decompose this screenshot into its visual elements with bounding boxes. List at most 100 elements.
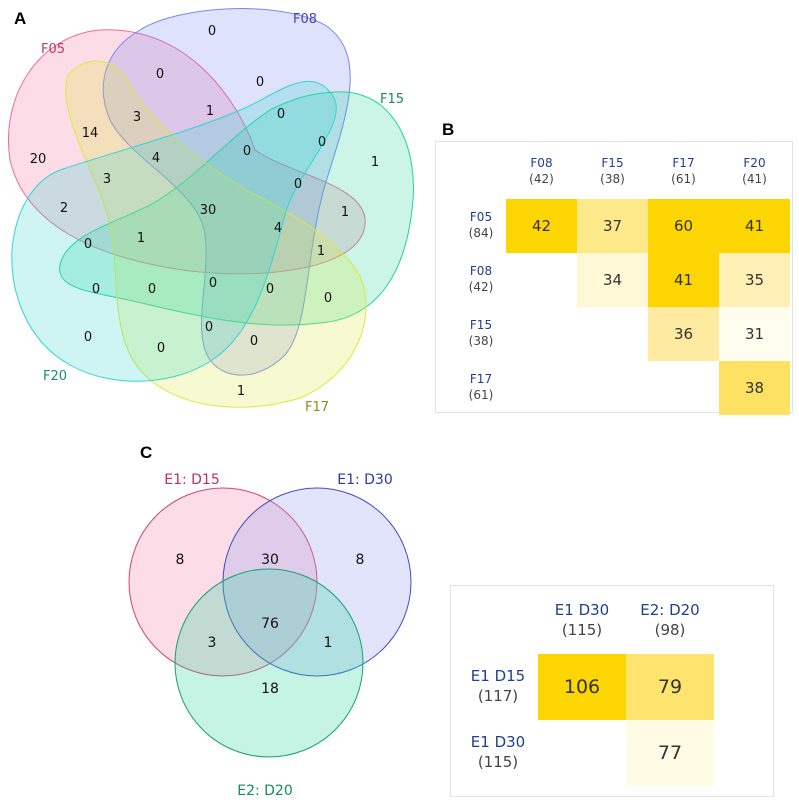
panel-label-c: C: [140, 443, 153, 462]
venn5-set-f17-shape: [65, 60, 367, 408]
venn3-region-bc: 1: [324, 635, 333, 651]
venn3-region-c-only: 18: [261, 681, 279, 697]
matrix-row-label: F05: [469, 210, 493, 224]
matrix-row-label: F15: [469, 318, 493, 332]
matrix-cell: 35: [719, 253, 790, 307]
matrix-row-header: F08 (42): [456, 263, 506, 295]
venn3-region-abc: 76: [261, 616, 279, 632]
venn5-set-f15-shape: [59, 91, 414, 326]
matrix-row-count: (38): [468, 334, 494, 348]
venn5-label-f15: F15: [380, 92, 404, 107]
venn5-set-f05-shape: [8, 29, 366, 275]
venn5-region-count: 0: [243, 144, 251, 159]
venn3-label-a: E1: D15: [164, 472, 220, 488]
matrix-cell: 42: [506, 199, 577, 253]
venn5-region-count: 0: [157, 341, 165, 356]
matrix-cell: 41: [648, 253, 719, 307]
venn3-region-ac: 3: [208, 635, 217, 651]
venn5-region-count: 20: [30, 152, 47, 167]
venn5-region-count: 0: [84, 330, 92, 345]
venn5-region-count: 0: [92, 282, 100, 297]
matrix-column-header: F15 (38): [577, 155, 648, 187]
matrix-column-label: F20: [743, 156, 766, 170]
venn5-region-count: 1: [371, 155, 379, 170]
venn5-region-count: 2: [60, 201, 68, 216]
venn5-region-count: 0: [318, 135, 326, 150]
venn5-region-count: 0: [266, 282, 274, 297]
venn5-region-count: 4: [152, 151, 160, 166]
matrix-row-label: E1 D15: [470, 667, 526, 685]
venn5-region-count: 0: [208, 24, 216, 39]
matrix-column-label: F15: [601, 156, 624, 170]
matrix-column-label: E2: D20: [640, 601, 700, 619]
matrix-column-label: F08: [530, 156, 553, 170]
matrix-column-header: E1 D30 (115): [538, 600, 626, 640]
matrix-column-header: F08 (42): [506, 155, 577, 187]
overlap-matrix-b: F08 (42) F15 (38) F17 (61) F20 (41) F05 (84) F08 (4…: [435, 141, 793, 415]
venn5-region-count: 1: [237, 384, 245, 399]
venn5-label-f20: F20: [43, 369, 67, 384]
venn5-label-f05: F05: [41, 42, 65, 57]
venn5-set-f20-shape: [11, 80, 337, 382]
matrix-cell: 38: [719, 361, 790, 415]
venn5-region-count: 30: [200, 203, 217, 218]
matrix-row-count: (117): [477, 687, 519, 705]
venn5-region-count: 0: [324, 291, 332, 306]
venn3-region-ab: 30: [261, 552, 279, 568]
venn3-region-a-only: 8: [176, 552, 185, 568]
venn5-region-count: 0: [205, 320, 213, 335]
matrix-column-label: F17: [672, 156, 695, 170]
venn5-region-count: 0: [84, 237, 92, 252]
matrix-row-count: (115): [477, 753, 519, 771]
matrix-cell: 79: [626, 654, 714, 720]
matrix-column-count: (38): [600, 172, 625, 186]
matrix-row-label: E1 D30: [470, 733, 526, 751]
matrix-column-header: E2: D20 (98): [626, 600, 714, 640]
matrix-row-count: (61): [468, 388, 494, 402]
matrix-column-count: (98): [654, 621, 686, 639]
venn5-label-f17: F17: [305, 400, 329, 415]
matrix-row-header: F15 (38): [456, 317, 506, 349]
matrix-row-label: F08: [469, 264, 493, 278]
panel-label-b: B: [442, 120, 455, 139]
matrix-cell: 60: [648, 199, 719, 253]
matrix-cell: 77: [626, 720, 714, 786]
matrix-row-header: F05 (84): [456, 209, 506, 241]
venn5-region-count: 0: [209, 276, 217, 291]
matrix-column-header: F17 (61): [648, 155, 719, 187]
venn5-diagram: F08 F05 F15 F20 F17 0 0 0 1 0 3 14 0 0 2…: [8, 8, 414, 415]
venn5-region-count: 0: [294, 177, 302, 192]
matrix-row-header: F17 (61): [456, 371, 506, 403]
venn5-region-count: 1: [317, 244, 325, 259]
matrix-column-label: E1 D30: [554, 601, 610, 619]
venn3-set-c-circle: [174, 568, 364, 758]
matrix-row-label: F17: [469, 372, 493, 386]
matrix-cell: 31: [719, 307, 790, 361]
venn5-region-count: 1: [137, 231, 145, 246]
venn5-region-count: 0: [156, 67, 164, 82]
venn5-region-count: 14: [82, 126, 99, 141]
matrix-cell: 106: [538, 654, 626, 720]
matrix-column-count: (41): [742, 172, 767, 186]
matrix-column-count: (42): [529, 172, 554, 186]
venn5-region-count: 3: [133, 110, 141, 125]
venn5-region-count: 3: [103, 172, 111, 187]
venn3-diagram: E1: D15 E1: D30 E2: D20 8 8 18 30 3 1 76: [128, 472, 412, 799]
venn3-label-c: E2: D20: [237, 783, 293, 799]
matrix-cell: 37: [577, 199, 648, 253]
matrix-column-count: (115): [561, 621, 603, 639]
venn5-region-count: 1: [341, 205, 349, 220]
venn3-region-b-only: 8: [356, 552, 365, 568]
venn5-region-count: 0: [148, 282, 156, 297]
matrix-cell: 34: [577, 253, 648, 307]
matrix-column-header: F20 (41): [719, 155, 790, 187]
venn3-label-b: E1: D30: [337, 472, 393, 488]
venn5-label-f08: F08: [293, 12, 317, 27]
matrix-cell: 41: [719, 199, 790, 253]
panel-label-a: A: [14, 9, 27, 28]
venn5-region-count: 0: [256, 75, 264, 90]
matrix-row-count: (42): [468, 280, 494, 294]
venn5-region-count: 1: [206, 104, 214, 119]
venn5-region-count: 4: [274, 221, 282, 236]
venn5-region-count: 0: [250, 334, 258, 349]
